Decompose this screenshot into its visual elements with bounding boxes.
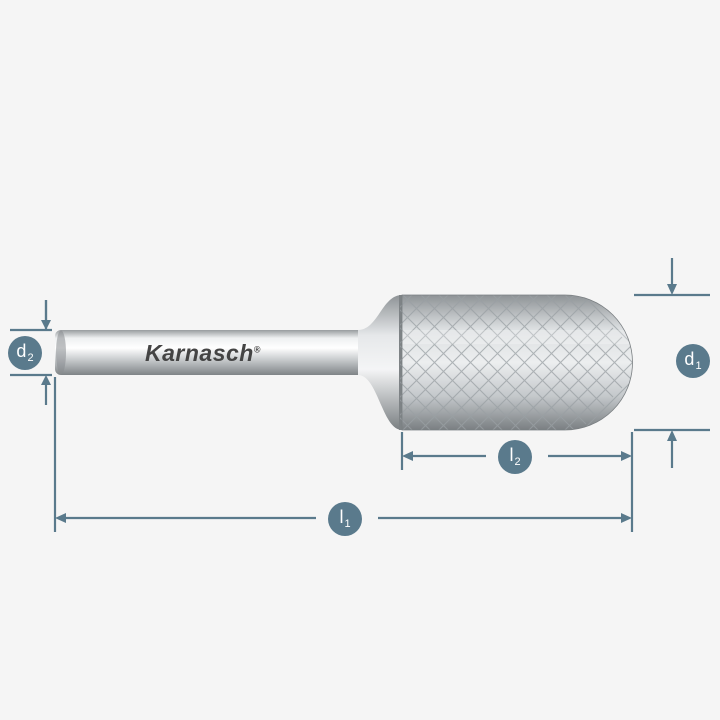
dim-label-d1: d1: [676, 344, 710, 378]
dim-label-l2: l2: [498, 440, 532, 474]
dim-text: d1: [684, 350, 701, 373]
tool-neck: [358, 295, 404, 430]
dim-label-d2: d2: [8, 336, 42, 370]
brand-logo: Karnasch®: [145, 340, 261, 367]
dim-label-l1: l1: [328, 502, 362, 536]
brand-text: Karnasch: [145, 340, 254, 366]
technical-diagram: [0, 0, 720, 720]
dim-text: l2: [509, 446, 520, 469]
dim-text: d2: [16, 342, 33, 365]
dim-text: l1: [339, 508, 350, 531]
